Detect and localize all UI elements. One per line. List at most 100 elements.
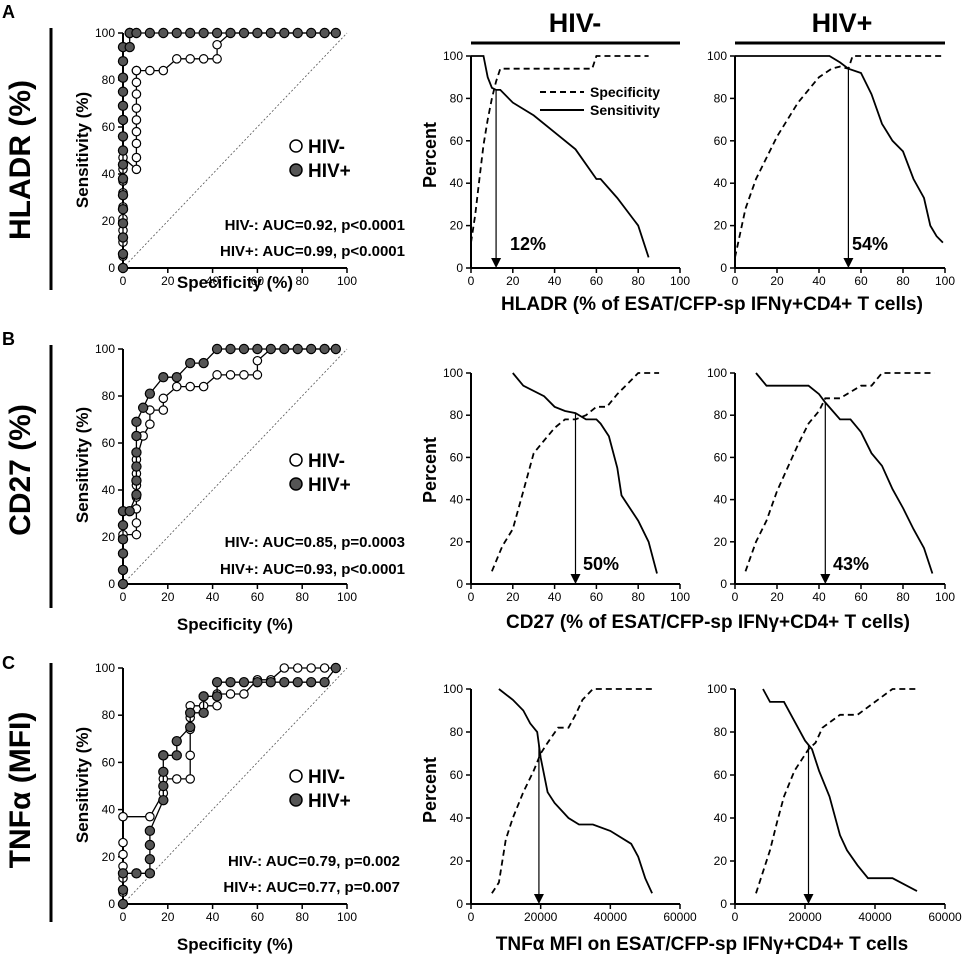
a-roc-point-hivpos — [117, 131, 129, 142]
b-roc-x-tick-label: 80 — [296, 590, 310, 604]
c-roc-point-hivneg — [118, 837, 128, 848]
a-hivneg-y-tick-label: 40 — [450, 176, 464, 190]
threshold-plot-hladr-hivpos: 0 20 40 60 80 100 0 20 40 60 80 100 — [707, 49, 955, 288]
a-roc-point-hivpos — [144, 27, 156, 39]
legend-marker-hivneg — [289, 139, 303, 153]
c-roc-point-hivpos — [330, 662, 341, 674]
b-roc-point-hivpos — [144, 388, 156, 399]
a-roc-point-hivpos — [198, 27, 209, 39]
auc-annotation-hivneg: HIV-: AUC=0.92, p<0.0001 — [225, 217, 405, 234]
a-roc-point-hivpos — [117, 204, 129, 215]
row-label-b-group: CD27 (%) — [4, 345, 53, 608]
a-roc-x-tick-label: 80 — [296, 274, 310, 288]
c-roc-point-hivpos — [158, 780, 169, 792]
b-roc-point-hivpos — [131, 461, 142, 472]
auc-annotation-hivpos: HIV+: AUC=0.93, p<0.0001 — [220, 561, 405, 578]
c-roc-x-tick-label: 60 — [251, 910, 265, 924]
a-roc-point-hivneg — [131, 152, 142, 163]
c-roc-point-hivneg — [118, 811, 128, 822]
roc-ylabel-b: Sensitivity (%) — [73, 407, 92, 523]
b-hivpos-x-tick-label: 20 — [770, 590, 784, 604]
a-hivpos-x-tick-label: 40 — [812, 274, 826, 288]
b-hivneg-x-tick-label: 20 — [506, 590, 520, 604]
threshold-legend: Specificity Sensitivity — [540, 84, 660, 118]
auc-annotation-hivneg: HIV-: AUC=0.85, p=0.0003 — [225, 534, 405, 551]
a-roc-point-hivpos — [117, 56, 129, 67]
a-hivneg-cutoff-arrow-head — [491, 258, 502, 268]
c-roc-point-hivneg — [145, 811, 155, 822]
a-roc-point-hivneg — [158, 65, 169, 76]
c-roc-point-hivpos — [171, 735, 182, 747]
b-hivneg-x-tick-label: 80 — [632, 590, 646, 604]
a-roc-point-hivpos — [117, 173, 129, 184]
a-hivneg-x-tick-label: 100 — [670, 274, 690, 288]
c-roc-x-tick-label: 100 — [337, 910, 357, 924]
b-roc-point-hivpos — [124, 505, 135, 517]
a-roc-point-hivneg — [131, 89, 142, 99]
c-hivneg-y-tick-label: 40 — [450, 811, 464, 825]
c-roc-x-tick-label: 20 — [161, 910, 175, 924]
panel-letter-c: C — [2, 653, 15, 673]
b-hivpos-series-specificity-line — [744, 372, 935, 572]
b-roc-point-hivneg — [212, 370, 222, 380]
threshold-ylabel-c-hivneg: Percent — [420, 757, 440, 823]
a-roc-point-hivneg — [171, 54, 182, 64]
b-hivneg-x-tick-label: 100 — [670, 590, 690, 604]
a-roc-point-hivpos — [184, 27, 196, 39]
a-hivpos-x-tick-label: 60 — [854, 274, 868, 288]
c-roc-point-hivneg — [212, 700, 222, 711]
c-roc-y-tick-label: 20 — [102, 850, 116, 864]
c-hivpos-y-tick-label: 20 — [714, 854, 728, 868]
legend-marker-hivpos — [289, 793, 303, 807]
b-roc-point-hivneg — [131, 518, 142, 528]
a-roc-x-tick-label: 60 — [251, 274, 265, 288]
b-roc-point-hivpos — [319, 343, 330, 355]
legend-marker-hivpos — [289, 477, 303, 491]
a-roc-x-tick-label: 20 — [161, 274, 175, 288]
c-roc-point-hivpos — [117, 898, 129, 910]
c-hivneg-y-tick-label: 80 — [450, 725, 464, 739]
c-roc-y-tick-label: 80 — [102, 708, 116, 722]
b-roc-x-tick-label: 20 — [161, 590, 175, 604]
b-hivpos-x-tick-label: 100 — [935, 590, 955, 604]
a-hivpos-cutoff-arrow-head — [843, 258, 854, 268]
legend-marker-hivneg — [289, 453, 303, 467]
a-roc-x-tick-label: 0 — [120, 274, 127, 288]
roc-xlabel-c: Specificity (%) — [177, 935, 293, 954]
a-hivneg-x-tick-label: 80 — [632, 274, 646, 288]
b-hivpos-x-tick-label: 80 — [896, 590, 910, 604]
a-hivneg-y-tick-label: 60 — [450, 134, 464, 148]
b-hivpos-series-sensitivity-line — [755, 372, 934, 574]
a-roc-y-tick-label: 20 — [102, 214, 116, 228]
b-roc-point-hivpos — [225, 343, 236, 355]
b-roc-point-hivpos — [131, 475, 142, 486]
a-roc-point-hivpos — [279, 27, 290, 39]
b-roc-point-hivpos — [117, 578, 129, 590]
b-hivpos-x-tick-label: 0 — [732, 590, 739, 604]
a-roc-y-tick-label: 0 — [108, 261, 115, 275]
b-roc-point-hivneg — [158, 405, 169, 415]
a-roc-point-hivneg — [198, 54, 209, 64]
roc-ylabel-c: Sensitivity (%) — [73, 727, 92, 843]
a-roc-y-tick-label: 80 — [102, 73, 116, 87]
c-roc-x-tick-label: 40 — [206, 910, 220, 924]
a-roc-point-hivpos — [225, 27, 236, 39]
a-hivpos-x-tick-label: 20 — [770, 274, 784, 288]
c-hivpos-series-sensitivity-line — [762, 688, 918, 892]
a-roc-point-hivpos — [265, 27, 277, 39]
c-roc-x-tick-label: 0 — [120, 910, 127, 924]
c-hivneg-x-tick-label: 20000 — [524, 910, 558, 924]
legend-label-hivneg: HIV- — [308, 451, 345, 472]
a-roc-x-tick-label: 40 — [206, 274, 220, 288]
b-roc-point-hivpos — [330, 343, 341, 355]
c-roc-point-hivneg — [239, 689, 249, 699]
row-label-a-group: HLADR (%) — [4, 28, 53, 290]
a-roc-point-hivneg — [131, 77, 142, 88]
a-roc-point-hivpos — [319, 27, 330, 39]
a-roc-point-hivneg — [131, 164, 142, 175]
b-roc-point-hivpos — [279, 343, 290, 355]
roc-plot-hladr: 0 20 40 60 80 100 0 20 40 60 80 100 — [95, 26, 357, 288]
b-hivneg-y-tick-label: 40 — [450, 493, 464, 507]
b-roc-point-hivneg — [252, 355, 263, 366]
